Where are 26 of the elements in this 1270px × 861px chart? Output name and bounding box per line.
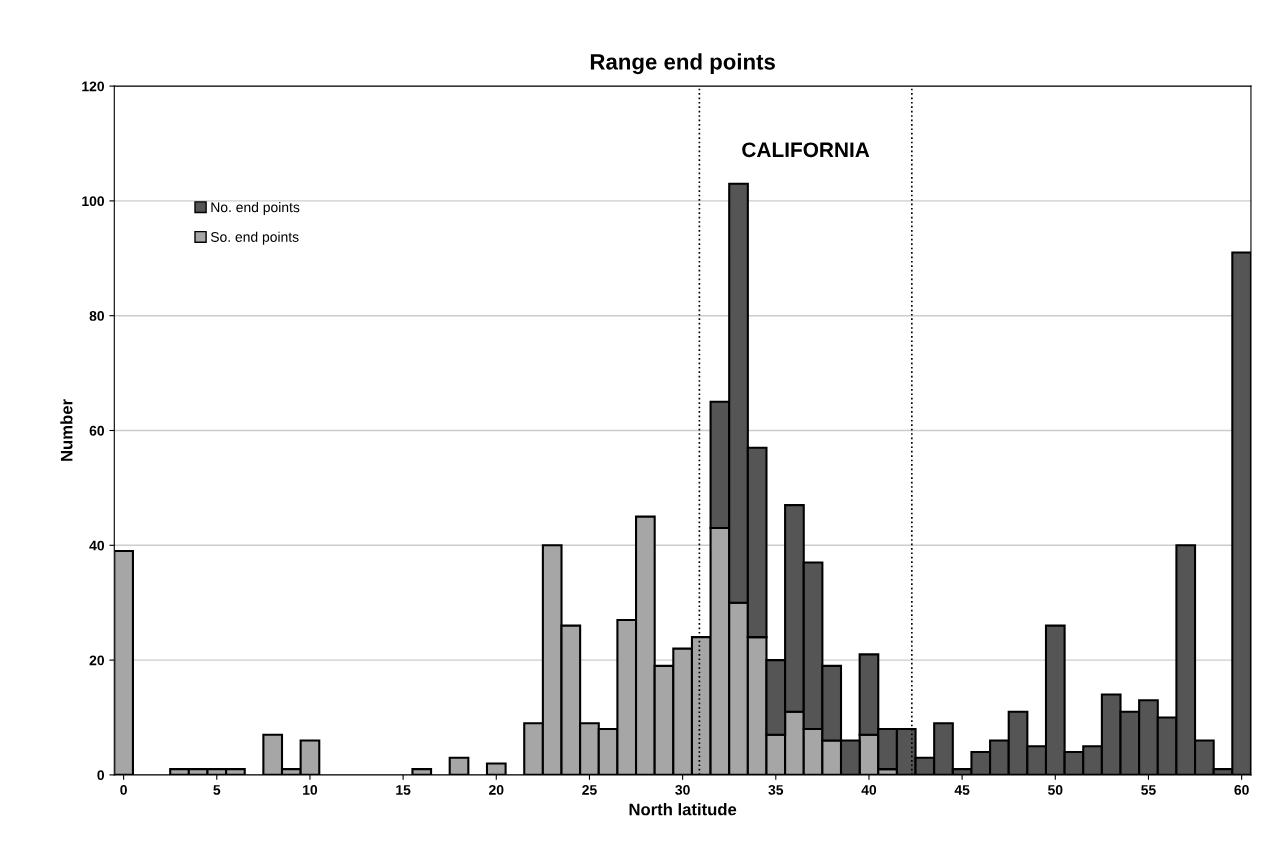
y-tick-label: 0 bbox=[97, 770, 105, 781]
x-tick-label: 40 bbox=[861, 784, 877, 795]
x-tick-label: 45 bbox=[954, 785, 970, 795]
x-tick-label: 35 bbox=[768, 784, 784, 795]
legend-label: So. end points bbox=[210, 231, 299, 245]
x-tick-label: 10 bbox=[303, 784, 318, 795]
x-tick-label: 55 bbox=[1141, 785, 1156, 795]
x-tick-label: 15 bbox=[396, 785, 411, 795]
y-tick-label: 40 bbox=[89, 540, 105, 551]
x-tick-label: 20 bbox=[489, 784, 504, 795]
y-tick-label: 60 bbox=[89, 425, 105, 436]
x-tick-label: 30 bbox=[675, 784, 690, 795]
y-axis-title: Number bbox=[60, 399, 73, 461]
x-tick-label: 50 bbox=[1048, 784, 1063, 795]
chart-title: Range end points bbox=[590, 53, 775, 75]
annotation: CALIFORNIA bbox=[742, 142, 870, 158]
legend-label: No. end points bbox=[211, 201, 300, 215]
x-tick-label: 0 bbox=[120, 784, 127, 795]
y-tick-label: 80 bbox=[89, 311, 105, 321]
y-tick-label: 120 bbox=[82, 81, 105, 92]
y-tick-label: 100 bbox=[82, 196, 105, 207]
x-tick-label: 60 bbox=[1234, 784, 1249, 795]
x-axis-title: North latitude bbox=[629, 803, 737, 816]
x-tick-label: 25 bbox=[582, 784, 597, 795]
x-tick-label: 5 bbox=[213, 785, 221, 795]
y-tick-label: 20 bbox=[89, 655, 105, 666]
